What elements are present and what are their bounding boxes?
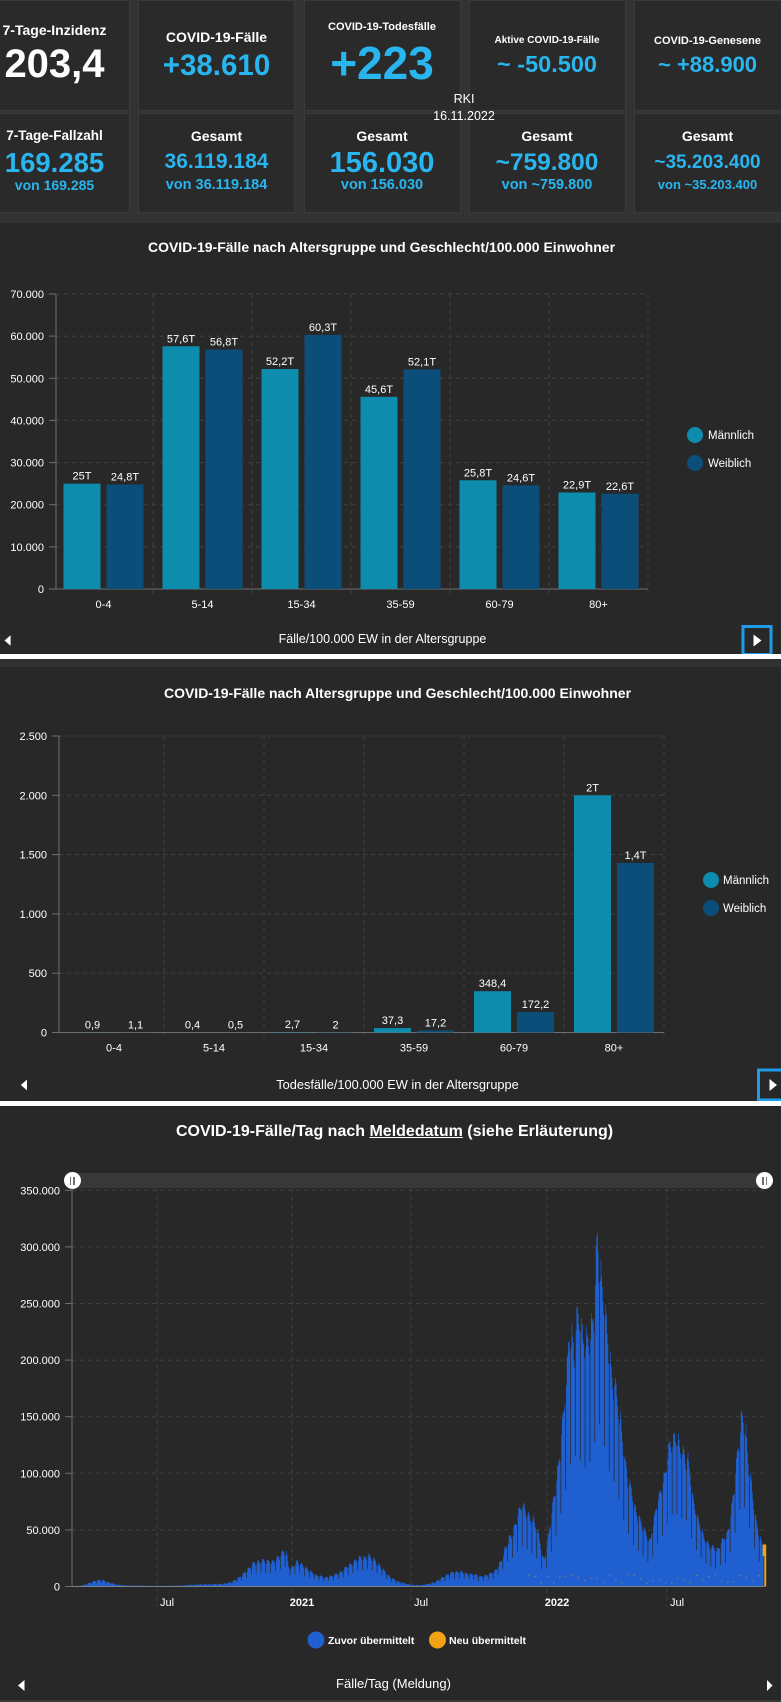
svg-text:20.000: 20.000 (10, 500, 44, 512)
svg-text:0-4: 0-4 (96, 599, 112, 611)
svg-text:2T: 2T (586, 782, 599, 794)
svg-text:Weiblich: Weiblich (708, 458, 751, 470)
svg-text:350.000: 350.000 (20, 1185, 60, 1197)
svg-text:10.000: 10.000 (10, 542, 44, 554)
svg-text:Jul: Jul (414, 1597, 428, 1609)
svg-text:2: 2 (332, 1019, 338, 1031)
svg-text:80+: 80+ (589, 599, 608, 611)
svg-text:40.000: 40.000 (10, 415, 44, 427)
svg-text:15-34: 15-34 (300, 1043, 328, 1055)
svg-text:37,3: 37,3 (382, 1015, 403, 1027)
svg-text:50.000: 50.000 (26, 1525, 60, 1537)
svg-text:25T: 25T (73, 471, 92, 483)
svg-text:100.000: 100.000 (20, 1468, 60, 1480)
svg-text:300.000: 300.000 (20, 1242, 60, 1254)
svg-text:1,4T: 1,4T (624, 850, 646, 862)
svg-text:200.000: 200.000 (20, 1355, 60, 1367)
svg-text:17,2: 17,2 (425, 1018, 446, 1030)
svg-text:35-59: 35-59 (386, 599, 414, 611)
svg-text:Zuvor übermittelt: Zuvor übermittelt (328, 1635, 415, 1647)
svg-text:Männlich: Männlich (708, 430, 754, 442)
svg-text:0,4: 0,4 (185, 1020, 200, 1032)
svg-text:Neu übermittelt: Neu übermittelt (449, 1635, 527, 1647)
svg-text:22,6T: 22,6T (606, 481, 634, 493)
svg-text:45,6T: 45,6T (365, 384, 393, 396)
svg-text:0,9: 0,9 (85, 1019, 100, 1031)
svg-text:Weiblich: Weiblich (723, 903, 766, 915)
svg-text:Jul: Jul (160, 1597, 174, 1609)
svg-text:1.500: 1.500 (19, 850, 47, 862)
svg-text:2021: 2021 (290, 1597, 314, 1609)
svg-text:24,6T: 24,6T (507, 472, 535, 484)
svg-text:348,4: 348,4 (479, 978, 507, 990)
svg-text:22,9T: 22,9T (563, 480, 591, 492)
svg-text:1.000: 1.000 (19, 909, 47, 921)
svg-text:150.000: 150.000 (20, 1412, 60, 1424)
svg-text:172,2: 172,2 (522, 999, 550, 1011)
svg-text:5-14: 5-14 (203, 1043, 225, 1055)
svg-text:5-14: 5-14 (191, 599, 213, 611)
svg-text:60,3T: 60,3T (309, 322, 337, 334)
svg-text:0-4: 0-4 (106, 1043, 122, 1055)
svg-text:70.000: 70.000 (10, 289, 44, 301)
svg-text:Jul: Jul (670, 1597, 684, 1609)
svg-text:60-79: 60-79 (500, 1043, 528, 1055)
svg-text:57,6T: 57,6T (167, 333, 195, 345)
svg-text:0: 0 (38, 584, 44, 596)
svg-text:24,8T: 24,8T (111, 472, 139, 484)
svg-text:0: 0 (54, 1582, 60, 1594)
svg-text:0,5: 0,5 (228, 1019, 243, 1031)
svg-text:30.000: 30.000 (10, 458, 44, 470)
svg-text:500: 500 (29, 968, 47, 980)
svg-text:60-79: 60-79 (485, 599, 513, 611)
svg-text:56,8T: 56,8T (210, 337, 238, 349)
svg-text:0: 0 (41, 1028, 47, 1040)
svg-text:60.000: 60.000 (10, 331, 44, 343)
svg-text:15-34: 15-34 (287, 599, 315, 611)
svg-text:Männlich: Männlich (723, 875, 769, 887)
svg-text:52,1T: 52,1T (408, 356, 436, 368)
svg-text:52,2T: 52,2T (266, 356, 294, 368)
svg-text:2,7: 2,7 (285, 1019, 300, 1031)
svg-text:25,8T: 25,8T (464, 467, 492, 479)
svg-text:50.000: 50.000 (10, 373, 44, 385)
svg-text:250.000: 250.000 (20, 1299, 60, 1311)
svg-text:1,1: 1,1 (128, 1019, 143, 1031)
svg-text:2.500: 2.500 (19, 731, 47, 743)
svg-text:80+: 80+ (605, 1043, 624, 1055)
svg-text:2022: 2022 (545, 1597, 569, 1609)
svg-text:35-59: 35-59 (400, 1043, 428, 1055)
svg-text:2.000: 2.000 (19, 790, 47, 802)
